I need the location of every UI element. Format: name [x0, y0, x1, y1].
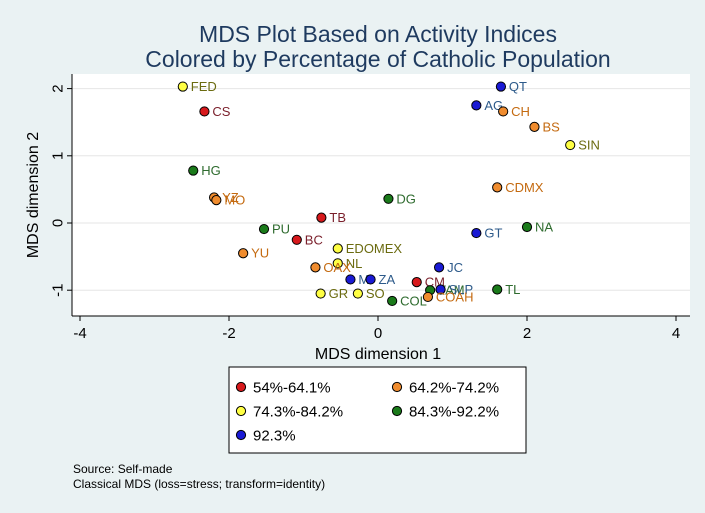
point-label-so: SO	[366, 286, 385, 301]
point-marker-bs	[529, 121, 540, 133]
point-marker-hg	[188, 165, 199, 176]
point-marker-cs	[199, 106, 210, 117]
chart-title-line-2: Colored by Percentage of Catholic Popula…	[145, 46, 610, 72]
point-label-tl: TL	[505, 282, 520, 297]
point-label-pu: PU	[272, 222, 290, 237]
point-label-coah: COAH	[436, 289, 474, 304]
legend-marker	[235, 405, 247, 417]
x-tick-label: 4	[672, 325, 680, 342]
plot-area	[72, 74, 690, 316]
point-label-gt: GT	[484, 226, 502, 241]
point-marker-cdmx	[492, 182, 503, 193]
point-label-fed: FED	[191, 79, 217, 94]
point-marker-edomex	[332, 243, 343, 254]
point-marker-so	[352, 288, 363, 299]
x-tick-label: 2	[523, 325, 531, 342]
x-tick-label: 0	[374, 325, 382, 342]
point-label-bs: BS	[542, 119, 560, 134]
point-label-slp: SLP	[449, 282, 474, 297]
x-tick-label: -2	[222, 325, 235, 342]
point-marker-tb	[316, 212, 327, 223]
point-marker-gr	[315, 288, 326, 299]
y-tick-label: 0	[49, 219, 66, 227]
y-tick-label: 1	[49, 152, 66, 160]
grid-lines	[72, 88, 690, 291]
legend-marker	[391, 381, 403, 393]
legend-label: 92.3%	[253, 428, 296, 445]
point-marker-bc	[291, 234, 302, 245]
point-marker-tl	[492, 284, 503, 295]
point-label-qt: QT	[509, 79, 527, 94]
point-label-hg: HG	[201, 163, 221, 178]
point-marker-yu	[238, 248, 249, 259]
source-note: Source: Self-made	[73, 462, 173, 476]
point-label-cs: CS	[212, 104, 230, 119]
point-label-tam: TAM	[438, 283, 464, 298]
point-label-yu: YU	[251, 246, 269, 261]
method-note: Classical MDS (loss=stress; transform=id…	[73, 477, 325, 491]
y-axis-label: MDS dimension 2	[25, 132, 42, 258]
point-marker-nl	[332, 258, 343, 269]
legend: 54%-64.1% 64.2%-74.2% 74.3%-84.2% 84.3%-92.…	[235, 380, 499, 445]
point-marker-cm	[411, 277, 422, 288]
x-axis-label: MDS dimension 1	[315, 346, 441, 363]
point-label-jc: JC	[447, 260, 463, 275]
point-marker-za	[365, 274, 376, 285]
point-label-bc: BC	[305, 232, 323, 247]
point-label-cdmx: CDMX	[505, 180, 544, 195]
point-marker-ag	[471, 100, 482, 111]
legend-label: 54%-64.1%	[253, 380, 331, 397]
legend-label: 64.2%-74.2%	[409, 380, 499, 397]
point-marker-oax	[310, 262, 321, 273]
point-label-mo: MO	[224, 193, 245, 208]
legend-marker	[391, 405, 403, 417]
point-label-nl: NL	[346, 256, 363, 271]
point-marker-sin	[565, 139, 576, 151]
point-label-gr: GR	[329, 286, 349, 301]
y-axis-ticks: -1 0 1 2	[49, 84, 72, 297]
point-marker-qt	[495, 81, 507, 92]
point-marker-dg	[383, 193, 394, 204]
legend-label: 84.3%-92.2%	[409, 404, 499, 421]
point-label-ch: CH	[511, 104, 530, 119]
point-marker-na	[521, 221, 533, 233]
legend-box	[228, 366, 527, 454]
point-marker-gt	[471, 227, 482, 239]
x-tick-label: -4	[73, 325, 86, 342]
point-label-za: ZA	[379, 272, 396, 287]
y-tick-label: 2	[49, 84, 66, 92]
legend-label: 74.3%-84.2%	[253, 404, 343, 421]
point-label-tb: TB	[329, 210, 346, 225]
y-tick-label: -1	[49, 284, 66, 297]
legend-marker	[235, 381, 247, 393]
point-marker-ch	[498, 106, 509, 117]
point-marker-mo	[211, 195, 222, 206]
point-label-col: COL	[400, 293, 427, 308]
point-marker-fed	[177, 81, 188, 92]
point-label-ag: AG	[484, 98, 503, 113]
point-label-dg: DG	[396, 191, 416, 206]
point-marker-mi	[345, 274, 356, 285]
point-label-yz: YZ	[222, 190, 239, 205]
point-marker-slp	[435, 284, 446, 295]
point-label-oax: OAX	[323, 260, 351, 275]
point-marker-coah	[422, 291, 434, 303]
x-axis-ticks: -4 -2 0 2 4	[73, 316, 680, 342]
legend-marker	[235, 429, 247, 441]
point-label-edomex: EDOMEX	[346, 241, 403, 256]
point-marker-jc	[433, 262, 445, 273]
chart-title-line-1: MDS Plot Based on Activity Indices	[199, 21, 557, 47]
point-label-sin: SIN	[578, 138, 600, 153]
point-marker-col	[387, 295, 398, 307]
point-label-na: NA	[535, 220, 553, 235]
point-marker-pu	[258, 223, 270, 235]
